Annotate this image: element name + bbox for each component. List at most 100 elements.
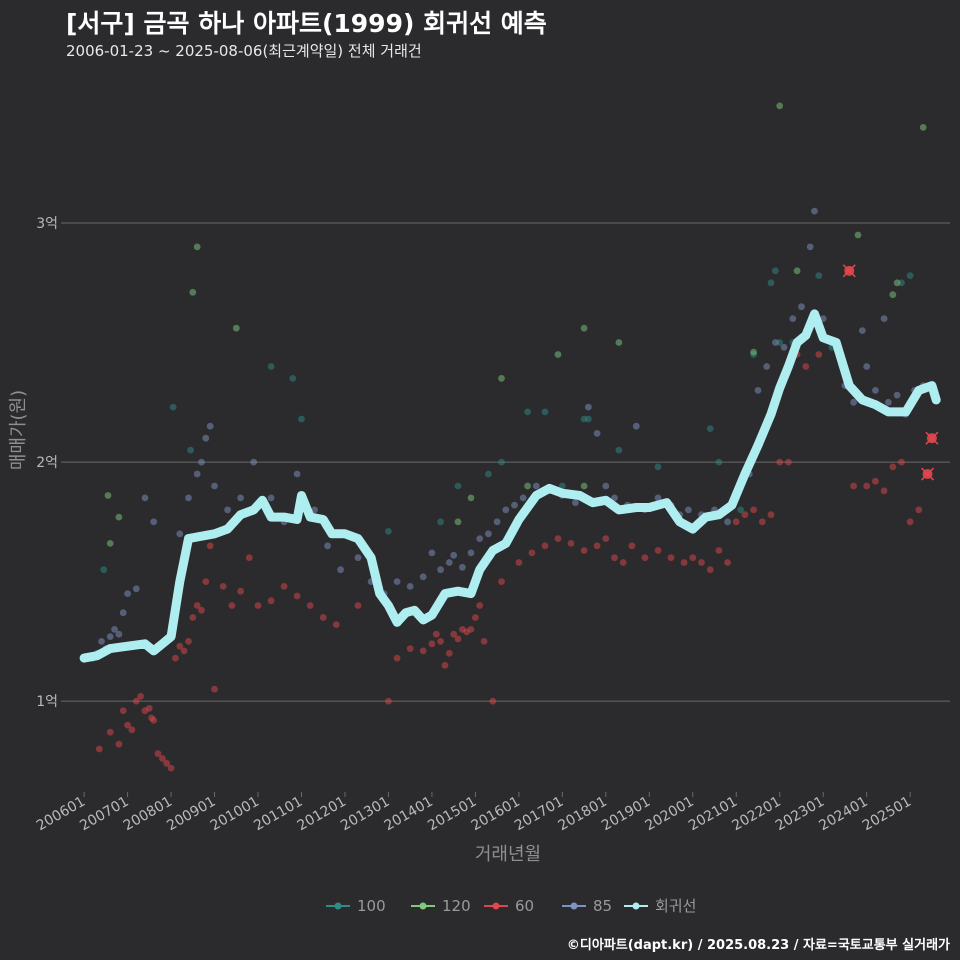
data-point (454, 635, 462, 643)
data-point (298, 415, 305, 423)
data-point (467, 494, 475, 502)
data-point (715, 458, 723, 466)
data-point (619, 559, 627, 566)
chart-title: [서구] 금곡 하나 아파트(1999) 회귀선 예측 (66, 9, 547, 38)
legend-item-85: 85 (562, 897, 612, 915)
data-point (806, 243, 814, 251)
data-point (893, 279, 901, 287)
x-tick-label: 202301 (773, 794, 827, 835)
data-point (454, 518, 462, 526)
data-point (611, 554, 618, 562)
data-point (611, 494, 618, 502)
data-point (337, 566, 344, 574)
data-point (189, 614, 197, 621)
data-point (293, 470, 301, 478)
legend-label: 회귀선 (655, 897, 696, 915)
data-point (237, 587, 245, 595)
data-point (872, 477, 879, 485)
data-point (489, 697, 497, 705)
data-point (150, 518, 158, 526)
regression-line (79, 309, 941, 663)
data-point (915, 506, 923, 514)
data-point (572, 499, 579, 507)
data-point (150, 716, 158, 724)
data-point (393, 578, 401, 585)
data-point (432, 630, 440, 638)
data-point (100, 566, 108, 574)
data-point (406, 583, 414, 590)
data-point (172, 654, 179, 662)
x-tick-label: 201601 (469, 794, 523, 835)
data-point (919, 124, 927, 131)
data-point (580, 547, 588, 554)
data-point (715, 547, 723, 554)
data-point (185, 494, 192, 502)
x-tick-label: 201201 (295, 794, 349, 835)
data-point (119, 609, 127, 617)
data-point (132, 585, 140, 593)
data-point (280, 583, 288, 590)
data-point (750, 348, 757, 356)
data-point (498, 375, 505, 382)
legend-swatch-dot (570, 902, 578, 910)
data-point (811, 207, 818, 215)
data-point (104, 492, 112, 499)
data-point (354, 554, 362, 562)
data-point (95, 745, 103, 753)
data-point (737, 506, 744, 514)
data-point (428, 640, 436, 648)
data-point (815, 272, 823, 279)
data-point (289, 375, 297, 382)
data-point (750, 506, 757, 514)
data-point (467, 549, 475, 557)
data-point (724, 518, 731, 526)
data-point (880, 315, 888, 322)
data-point (498, 578, 505, 585)
data-point (154, 750, 162, 758)
x-tick-label: 202401 (816, 794, 870, 835)
legend-label: 120 (442, 897, 471, 915)
data-point (554, 535, 562, 542)
regression-line-layer (79, 309, 941, 663)
data-point (193, 243, 201, 251)
data-point (793, 267, 801, 275)
data-point (863, 363, 871, 370)
data-point (106, 633, 114, 640)
y-tick-label: 1억 (36, 694, 58, 710)
data-point (880, 487, 888, 495)
x-tick-label: 200601 (34, 794, 88, 835)
data-point (450, 630, 458, 638)
data-point (450, 551, 458, 559)
data-point (306, 602, 314, 609)
data-point (511, 501, 518, 509)
data-point (741, 511, 749, 519)
data-point (332, 621, 340, 628)
data-point (732, 518, 740, 526)
data-point (145, 704, 153, 712)
data-point (541, 542, 549, 550)
legend-item-120: 120 (411, 897, 471, 915)
data-point (124, 590, 131, 597)
data-point (115, 630, 123, 638)
data-point (437, 518, 444, 526)
x-axis-ticks: 2006012007012008012009012010012011012012… (34, 792, 914, 834)
x-tick-label: 201301 (338, 794, 392, 835)
data-point (906, 518, 914, 526)
data-point (776, 102, 784, 110)
data-point (245, 554, 253, 562)
data-point (476, 535, 484, 542)
data-point (654, 494, 662, 502)
data-point (654, 547, 662, 554)
data-point (128, 726, 136, 734)
data-point (698, 559, 705, 566)
data-point (689, 554, 697, 562)
data-point (206, 422, 214, 430)
x-tick-label: 202101 (686, 794, 740, 835)
data-point (593, 430, 601, 437)
x-tick-label: 201001 (208, 794, 262, 835)
data-point (324, 542, 331, 550)
data-point (428, 549, 436, 557)
x-tick-label: 201501 (425, 794, 479, 835)
data-point (115, 513, 123, 521)
data-point (680, 559, 688, 566)
